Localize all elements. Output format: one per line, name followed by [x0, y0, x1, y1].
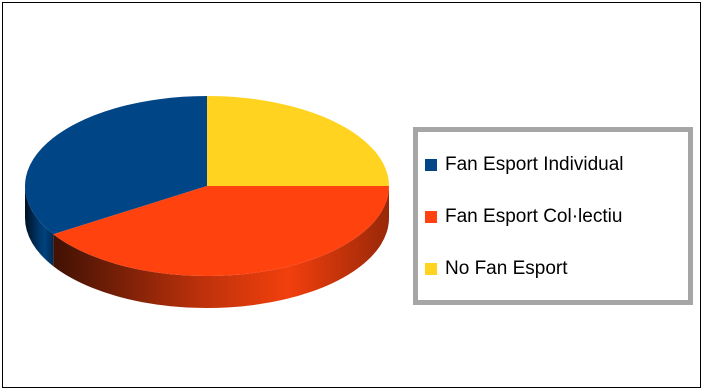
legend-swatch-2 — [425, 263, 437, 275]
pie-slice-0 — [24, 96, 208, 235]
pie-slice-1 — [53, 186, 390, 276]
legend-label-2: No Fan Esport — [445, 258, 568, 279]
legend-item-1: Fan Esport Col·lectiu — [425, 202, 622, 232]
legend-label-0: Fan Esport Individual — [445, 154, 624, 175]
legend-item-0: Fan Esport Individual — [425, 150, 624, 180]
pie-slice-side-0 — [25, 186, 54, 267]
legend-item-2: No Fan Esport — [425, 254, 568, 284]
pie-slice-2 — [207, 96, 389, 186]
pie-chart — [24, 96, 390, 309]
legend-swatch-1 — [425, 211, 437, 223]
legend-swatch-0 — [425, 159, 437, 171]
legend-label-1: Fan Esport Col·lectiu — [445, 206, 623, 227]
pie-slice-side-1 — [53, 186, 390, 309]
legend: Fan Esport Individual Fan Esport Col·lec… — [413, 127, 693, 305]
